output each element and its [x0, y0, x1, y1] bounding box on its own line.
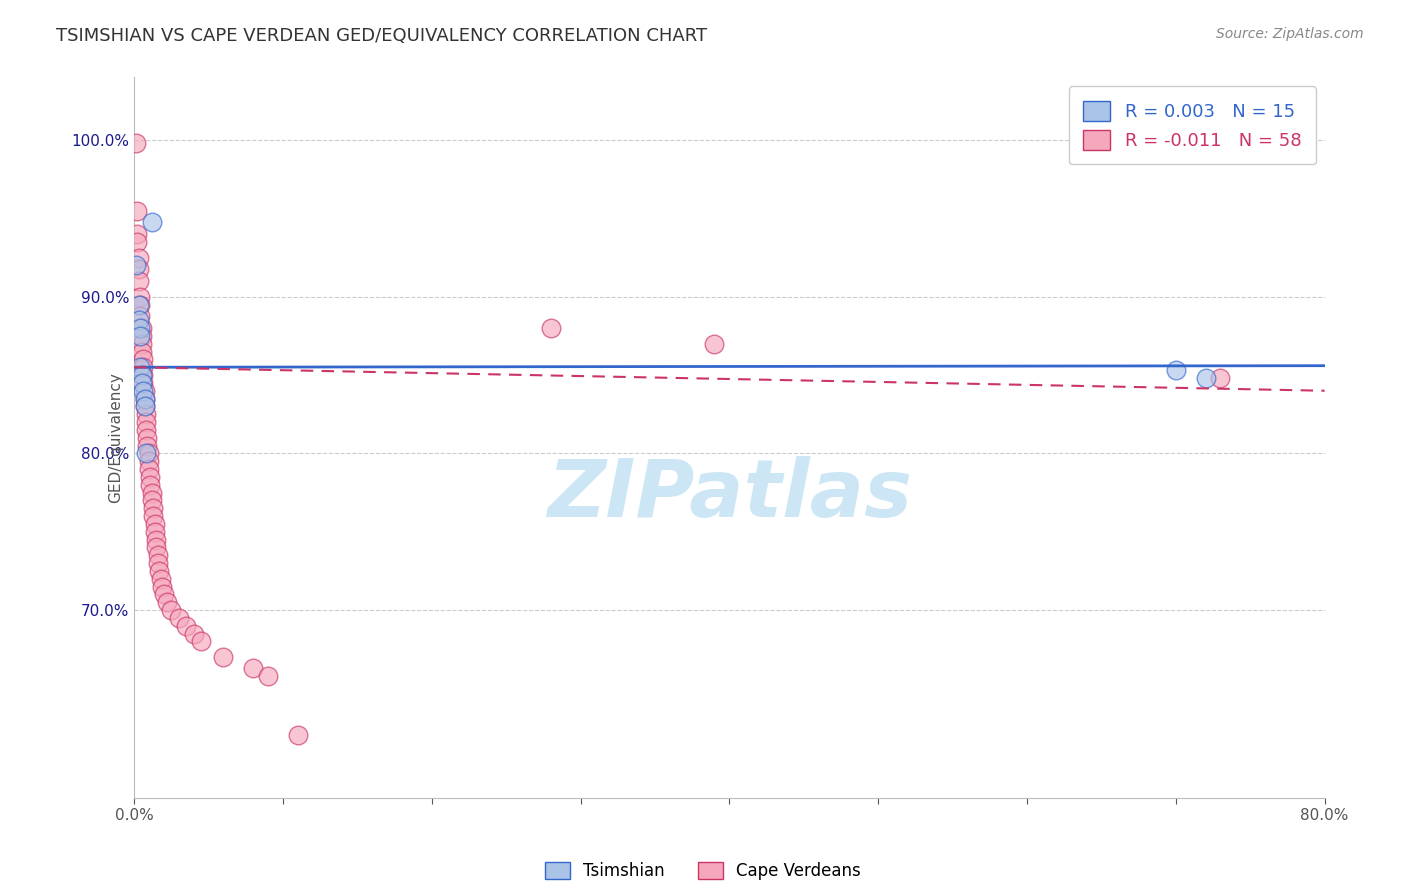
Point [131, 321, 153, 335]
Point [128, 261, 150, 276]
Point [143, 516, 166, 531]
Text: Source: ZipAtlas.com: Source: ZipAtlas.com [1216, 27, 1364, 41]
Point [1209, 371, 1232, 385]
Point [131, 329, 153, 343]
Point [149, 572, 172, 586]
Text: TSIMSHIAN VS CAPE VERDEAN GED/EQUIVALENCY CORRELATION CHART: TSIMSHIAN VS CAPE VERDEAN GED/EQUIVALENC… [56, 27, 707, 45]
Point [129, 329, 152, 343]
Point [132, 352, 155, 367]
Point [124, 136, 146, 151]
Point [128, 274, 150, 288]
Point [141, 493, 163, 508]
Point [128, 251, 150, 265]
Point [141, 485, 163, 500]
Point [125, 235, 148, 249]
Point [139, 477, 162, 491]
Point [135, 446, 157, 460]
Point [129, 290, 152, 304]
Point [242, 661, 264, 675]
Point [125, 227, 148, 241]
Point [132, 376, 155, 390]
Point [132, 384, 155, 398]
Point [129, 297, 152, 311]
Legend: R = 0.003   N = 15, R = -0.011   N = 58: R = 0.003 N = 15, R = -0.011 N = 58 [1069, 87, 1316, 164]
Point [136, 431, 159, 445]
Point [703, 336, 725, 351]
Point [143, 524, 166, 539]
Point [135, 423, 157, 437]
Point [146, 556, 169, 570]
Point [128, 297, 150, 311]
Point [190, 634, 212, 648]
Point [135, 415, 157, 429]
Point [142, 509, 165, 524]
Point [160, 603, 183, 617]
Point [148, 564, 170, 578]
Text: ZIPatlas: ZIPatlas [547, 457, 912, 534]
Point [129, 360, 152, 375]
Point [150, 580, 173, 594]
Point [146, 548, 169, 562]
Point [156, 595, 179, 609]
Point [257, 669, 280, 683]
Point [132, 368, 155, 383]
Point [125, 203, 148, 218]
Point [129, 309, 152, 323]
Legend: Tsimshian, Cape Verdeans: Tsimshian, Cape Verdeans [538, 855, 868, 887]
Point [153, 587, 176, 601]
Point [134, 384, 156, 398]
Point [138, 446, 160, 460]
Point [131, 336, 153, 351]
Point [139, 470, 162, 484]
Point [131, 344, 153, 359]
Point [138, 454, 160, 468]
Point [1164, 363, 1187, 377]
Point [134, 400, 156, 414]
Point [540, 321, 562, 335]
Point [132, 360, 155, 375]
Point [1194, 371, 1216, 385]
Point [138, 462, 160, 476]
Point [124, 259, 146, 273]
Point [134, 400, 156, 414]
Point [183, 626, 205, 640]
Y-axis label: GED/Equivalency: GED/Equivalency [108, 372, 122, 503]
Point [145, 533, 167, 547]
Point [145, 541, 167, 555]
Point [212, 650, 235, 665]
Point [174, 619, 197, 633]
Point [129, 321, 152, 335]
Point [134, 392, 156, 406]
Point [287, 728, 309, 742]
Point [131, 368, 153, 383]
Point [142, 501, 165, 516]
Point [128, 313, 150, 327]
Point [131, 376, 153, 390]
Point [167, 611, 190, 625]
Point [136, 439, 159, 453]
Point [141, 214, 163, 228]
Point [135, 407, 157, 421]
Point [134, 392, 156, 406]
